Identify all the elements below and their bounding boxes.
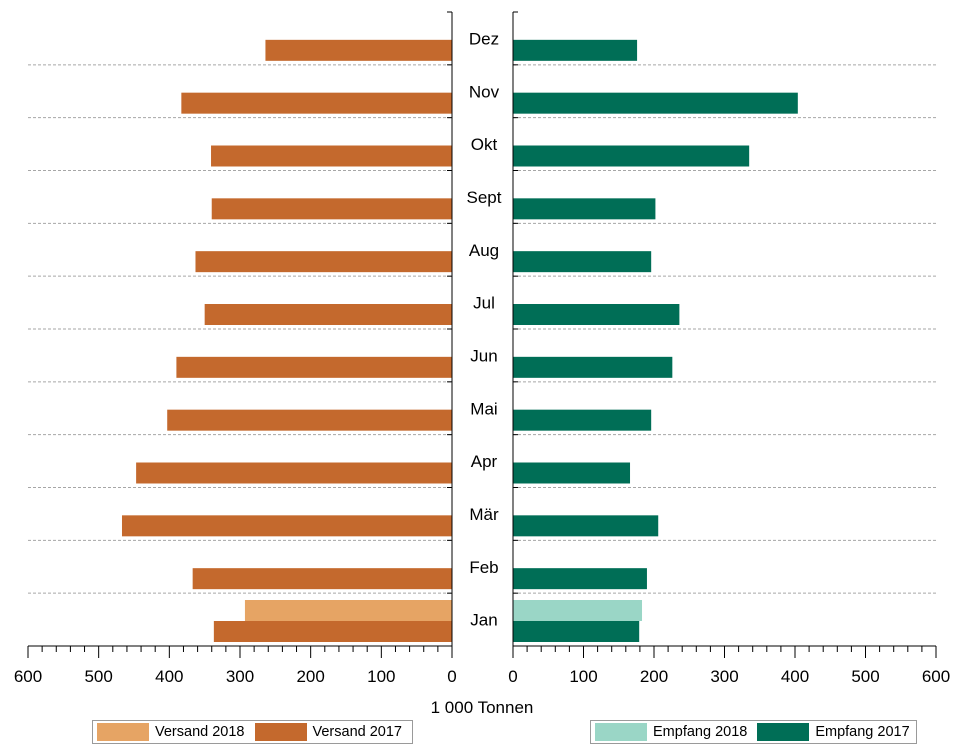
legend-label-versand-2018: Versand 2018 bbox=[155, 724, 245, 740]
bar-empfang-2017-dez bbox=[513, 39, 638, 61]
bar-versand-2017-aug bbox=[195, 251, 453, 273]
legend-item-versand-2017: Versand 2017 bbox=[251, 723, 403, 741]
right-tick-label-500: 500 bbox=[851, 667, 879, 686]
bar-empfang-2017-mai bbox=[513, 409, 652, 431]
category-label-feb: Feb bbox=[469, 558, 498, 577]
right-tick-label-0: 0 bbox=[508, 667, 517, 686]
bar-versand-2017-nov bbox=[181, 92, 452, 114]
category-label-sept: Sept bbox=[467, 188, 502, 207]
legend-item-versand-2018: Versand 2018 bbox=[93, 723, 245, 741]
category-label-dez: Dez bbox=[469, 29, 499, 48]
category-label-jun: Jun bbox=[470, 346, 497, 365]
bar-versand-2017-jan bbox=[213, 621, 452, 642]
bar-empfang-2017-apr bbox=[513, 462, 631, 484]
bar-empfang-2017-feb bbox=[513, 568, 647, 590]
bar-empfang-2017-nov bbox=[513, 92, 798, 114]
right-tick-label-400: 400 bbox=[781, 667, 809, 686]
left-tick-label-600: 600 bbox=[14, 667, 42, 686]
bar-empfang-2017-sept bbox=[513, 198, 656, 220]
legend-swatch-versand-2018 bbox=[97, 723, 149, 741]
bar-empfang-2017-aug bbox=[513, 251, 652, 273]
bar-versand-2017-sept bbox=[211, 198, 452, 220]
category-label-jan: Jan bbox=[470, 611, 497, 630]
left-tick-label-100: 100 bbox=[367, 667, 395, 686]
category-label-okt: Okt bbox=[471, 135, 498, 154]
bar-versand-2017-mai bbox=[167, 409, 453, 431]
bar-versand-2017-feb bbox=[192, 568, 453, 590]
bar-versand-2018-jan bbox=[244, 600, 452, 621]
bar-versand-2017-okt bbox=[211, 145, 452, 167]
legend-item-empfang-2018: Empfang 2018 bbox=[591, 723, 747, 741]
left-tick-label-200: 200 bbox=[296, 667, 324, 686]
bar-empfang-2017-jun bbox=[513, 356, 673, 378]
legend-item-empfang-2017: Empfang 2017 bbox=[753, 723, 910, 741]
bar-empfang-2017-m-r bbox=[513, 515, 659, 537]
bar-versand-2017-jul bbox=[204, 304, 452, 325]
right-tick-label-200: 200 bbox=[640, 667, 668, 686]
bar-versand-2017-jun bbox=[176, 356, 452, 378]
bar-empfang-2017-jan bbox=[513, 621, 640, 642]
legend-label-empfang-2018: Empfang 2018 bbox=[653, 724, 748, 740]
category-label-nov: Nov bbox=[469, 82, 500, 101]
legend-empfang: Empfang 2018 Empfang 2017 bbox=[590, 720, 917, 744]
bar-empfang-2017-okt bbox=[513, 145, 750, 167]
butterfly-chart: Jan Feb Mär Apr Mai Jun Jul Aug Sept Okt Nov Dez 600… bbox=[14, 11, 950, 686]
bar-versand-2017-m-r bbox=[121, 515, 452, 537]
category-label-aug: Aug bbox=[469, 241, 499, 260]
legend-swatch-empfang-2017 bbox=[757, 723, 810, 741]
category-label-apr: Apr bbox=[471, 452, 498, 471]
legend-label-empfang-2017: Empfang 2017 bbox=[815, 724, 910, 740]
left-tick-label-300: 300 bbox=[226, 667, 254, 686]
left-tick-label-400: 400 bbox=[155, 667, 183, 686]
x-axis-label: 1 000 Tonnen bbox=[430, 698, 534, 717]
legend-swatch-empfang-2018 bbox=[595, 723, 647, 741]
category-label-mai: Mai bbox=[470, 399, 497, 418]
category-label-jul: Jul bbox=[473, 294, 495, 313]
left-tick-label-500: 500 bbox=[84, 667, 112, 686]
bar-versand-2017-apr bbox=[136, 462, 452, 484]
left-tick-label-0: 0 bbox=[447, 667, 456, 686]
right-tick-label-300: 300 bbox=[710, 667, 738, 686]
right-tick-label-100: 100 bbox=[569, 667, 597, 686]
right-tick-label-600: 600 bbox=[922, 667, 950, 686]
bar-versand-2017-dez bbox=[265, 39, 452, 61]
legend-label-versand-2017: Versand 2017 bbox=[312, 724, 403, 740]
legend-versand: Versand 2018 Versand 2017 bbox=[92, 720, 413, 744]
category-label-m-r: Mär bbox=[469, 505, 499, 524]
bar-empfang-2017-jul bbox=[513, 304, 680, 325]
bar-empfang-2018-jan bbox=[513, 600, 643, 621]
legend-swatch-versand-2017 bbox=[254, 723, 307, 741]
